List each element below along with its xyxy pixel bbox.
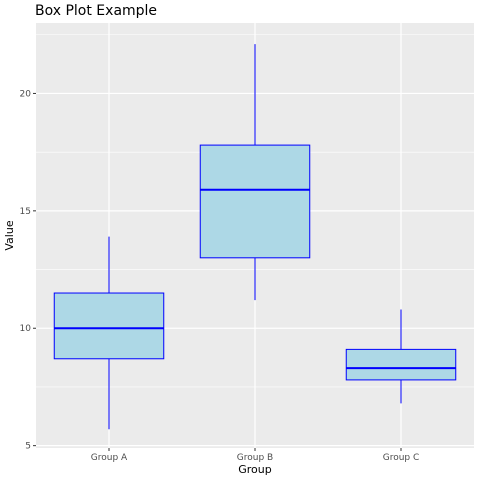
x-tick-label: Group B	[237, 453, 273, 463]
y-tick-label: 20	[20, 89, 32, 99]
y-axis-title: Value	[3, 220, 16, 250]
y-tick-label: 10	[20, 324, 32, 334]
box-1	[53, 236, 165, 430]
box-2	[199, 44, 311, 301]
boxes-layer	[53, 44, 457, 430]
box-iqr	[53, 292, 165, 360]
y-tick-label: 5	[25, 442, 31, 452]
box-iqr	[345, 348, 457, 381]
x-axis: Group A Group B Group C	[91, 448, 419, 463]
chart-title: Box Plot Example	[35, 3, 157, 19]
x-tick-label: Group C	[383, 453, 420, 463]
y-axis: 5 10 15 20	[20, 89, 36, 452]
x-axis-title: Group	[238, 463, 272, 476]
box-3	[345, 309, 457, 404]
y-tick-label: 15	[20, 207, 31, 217]
box-iqr	[199, 144, 311, 259]
x-tick-label: Group A	[91, 453, 128, 463]
